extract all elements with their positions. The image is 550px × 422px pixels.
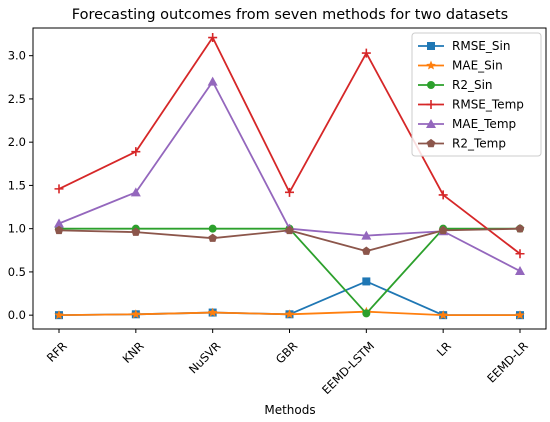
data-point-rmse-temp [438, 190, 448, 200]
data-point-mae-sin [54, 310, 64, 320]
legend-label: RMSE_Temp [452, 98, 524, 112]
x-tick-label: RFR [44, 339, 70, 365]
y-tick-label: 0.0 [8, 308, 26, 322]
data-point-mae-sin [284, 309, 295, 319]
y-tick-label: 2.5 [8, 92, 26, 106]
data-point-mae-sin [438, 310, 448, 320]
data-point-mae-temp [361, 230, 372, 240]
y-axis: 0.0 0.5 1.0 1.5 2.0 2.5 3.0 [8, 49, 33, 322]
y-tick-label: 2.0 [8, 135, 26, 149]
legend-marker [426, 119, 436, 128]
data-point-rmse-temp [515, 249, 525, 259]
data-point-rmse-temp [361, 48, 371, 58]
data-point-rmse-temp [208, 33, 218, 43]
y-tick-label: 1.0 [8, 222, 26, 236]
legend-entry-r2-sin: R2_Sin [418, 78, 493, 92]
x-tick-label: NuSVR [186, 339, 224, 377]
y-tick-label: 1.5 [8, 178, 26, 192]
legend-marker [427, 81, 435, 89]
data-point-rmse-sin [362, 277, 371, 286]
x-tick-label: EEMD-LSTM [319, 339, 377, 397]
series-line-r2-sin [59, 227, 520, 315]
data-point-mae-temp [515, 266, 525, 276]
legend: RMSE_Sin MAE_Sin R2_Sin RMSE_Temp MAE_Temp R2… [411, 32, 542, 157]
legend-marker [427, 42, 435, 50]
series-layer [54, 33, 525, 320]
data-point-r2-temp [361, 246, 371, 255]
legend-entry-mae-temp: MAE_Temp [418, 117, 516, 131]
data-point-mae-sin [131, 309, 141, 319]
series-r2-temp [54, 224, 525, 255]
chart-title: Forecasting outcomes from seven methods … [72, 7, 508, 23]
data-point-rmse-temp [54, 184, 64, 194]
data-point-mae-temp [130, 187, 141, 197]
legend-marker [426, 60, 436, 70]
data-point-r2-temp [54, 225, 64, 235]
data-point-mae-sin [515, 310, 525, 320]
x-tick-label: KNR [120, 339, 147, 366]
data-point-r2-temp [208, 233, 218, 242]
legend-entry-mae-sin: MAE_Sin [418, 59, 503, 73]
legend-marker [426, 100, 436, 109]
x-axis: RFR KNR NuSVR GBR EEMD-LSTM LR EEMD-LR [44, 329, 531, 397]
legend-box [411, 32, 542, 157]
y-tick-label: 0.5 [8, 265, 26, 279]
y-tick-label: 3.0 [8, 49, 26, 63]
series-rmse-temp [54, 33, 525, 259]
data-point-rmse-temp [131, 147, 141, 157]
data-point-r2-temp [285, 225, 294, 235]
x-tick-label: GBR [273, 339, 300, 366]
legend-entry-rmse-temp: RMSE_Temp [418, 98, 524, 112]
x-tick-label: LR [434, 339, 454, 359]
data-point-r2-temp [515, 224, 525, 233]
legend-marker [426, 138, 436, 148]
legend-entry-rmse-sin: RMSE_Sin [418, 39, 510, 53]
legend-label: MAE_Temp [452, 117, 516, 131]
legend-label: RMSE_Sin [452, 39, 510, 53]
x-axis-label: Methods [264, 403, 315, 417]
legend-label: R2_Sin [452, 78, 493, 92]
data-point-r2-sin [208, 224, 217, 233]
x-tick-label: EEMD-LR [484, 339, 531, 386]
series-r2-sin [55, 224, 524, 318]
data-point-r2-temp [131, 227, 141, 236]
data-point-mae-temp [207, 76, 218, 86]
legend-label: MAE_Sin [452, 59, 503, 73]
legend-label: R2_Temp [452, 137, 506, 151]
data-point-mae-temp [54, 218, 64, 228]
data-point-r2-sin [362, 309, 371, 318]
data-point-r2-temp [438, 225, 448, 235]
data-point-rmse-temp [285, 187, 294, 197]
legend-entry-r2-temp: R2_Temp [418, 137, 506, 151]
data-point-mae-sin [207, 307, 218, 317]
